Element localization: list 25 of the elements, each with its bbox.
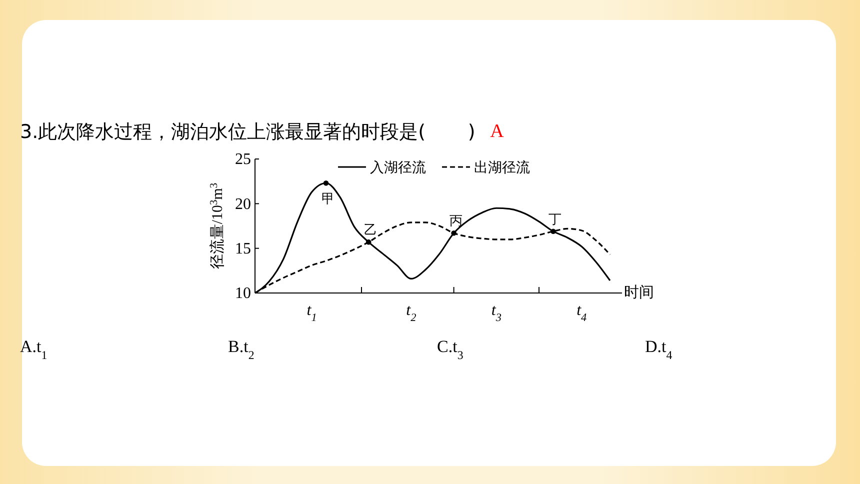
y-tick-label: 25 xyxy=(235,151,251,168)
point xyxy=(550,228,556,234)
annotation: 丁 xyxy=(548,212,562,228)
text: C.t$_{3}$ xyxy=(437,337,464,362)
point xyxy=(451,230,456,236)
chart-title: 3.此次降水过程，湖泊水位上涨最显著的时段是( ) xyxy=(20,121,476,143)
y-tick-label: 10 xyxy=(235,285,251,302)
text: D.t$_{4}$ xyxy=(645,337,672,362)
x-tick-label: t$_{2}$ xyxy=(406,302,417,324)
x-tick-label: t$_{1}$ xyxy=(306,302,317,324)
point xyxy=(366,239,372,245)
legend-label: 入湖径流 xyxy=(370,160,426,176)
x-axis-title: 时间 xyxy=(624,283,654,301)
annotation: 甲 xyxy=(322,192,334,208)
y-tick-label: 20 xyxy=(235,196,251,213)
text: A xyxy=(490,121,504,142)
y-tick-label: 15 xyxy=(235,240,251,258)
text: B.t$_{2}$ xyxy=(228,337,254,362)
point xyxy=(323,180,329,186)
annotation: 乙 xyxy=(364,223,378,238)
x-tick-label: t$_{4}$ xyxy=(576,302,588,324)
legend-label: 出湖径流 xyxy=(474,160,530,176)
x-tick-label: t$_{3}$ xyxy=(491,302,502,324)
text: A.t$_{1}$ xyxy=(20,337,48,362)
annotation: 丙 xyxy=(449,214,462,230)
